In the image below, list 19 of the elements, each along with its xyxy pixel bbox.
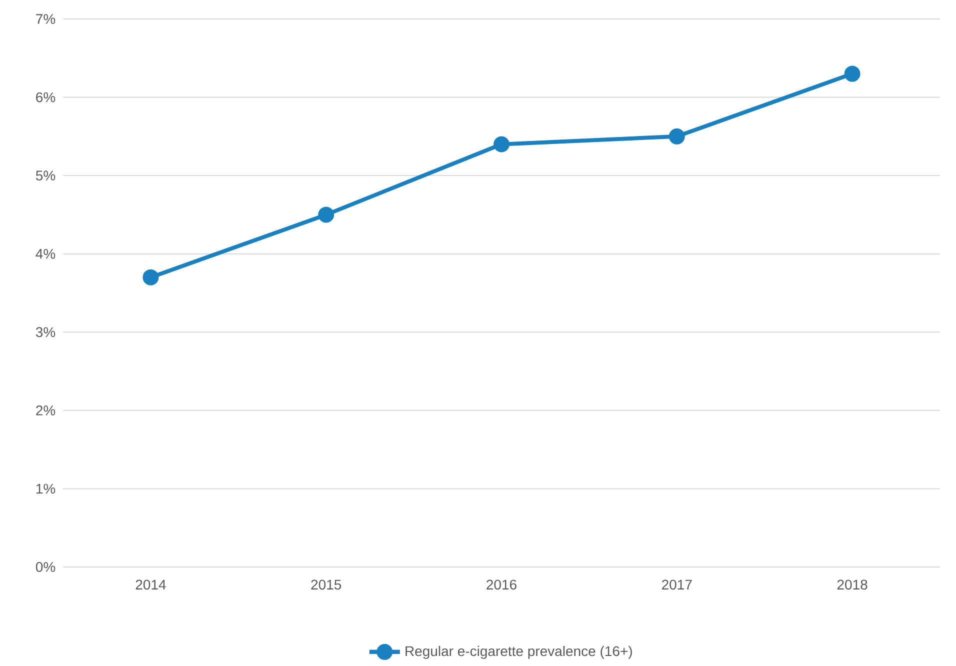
point	[844, 66, 860, 82]
x-tick-label: 2015	[311, 580, 342, 590]
y-tick-label: 0%	[36, 562, 56, 572]
y-tick-label: 4%	[36, 248, 56, 259]
y-tick-label: 1%	[36, 484, 56, 494]
y-tick-label: 7%	[36, 14, 56, 24]
y-tick-label: 6%	[36, 92, 56, 102]
point	[668, 128, 685, 144]
x-tick-label: 2018	[837, 580, 868, 590]
x-tick-label: 2014	[136, 580, 166, 590]
point	[494, 136, 510, 152]
x-tick-label: 2017	[662, 580, 692, 590]
legend-label: Regular e-cigarette prevalence (16+)	[406, 646, 632, 659]
y-tick-label: 5%	[36, 170, 56, 180]
y-tick-label: 2%	[36, 405, 56, 416]
point	[142, 269, 159, 286]
y-tick-label: 3%	[36, 327, 56, 338]
x-tick-label: 2016	[486, 580, 516, 590]
point	[318, 206, 334, 223]
